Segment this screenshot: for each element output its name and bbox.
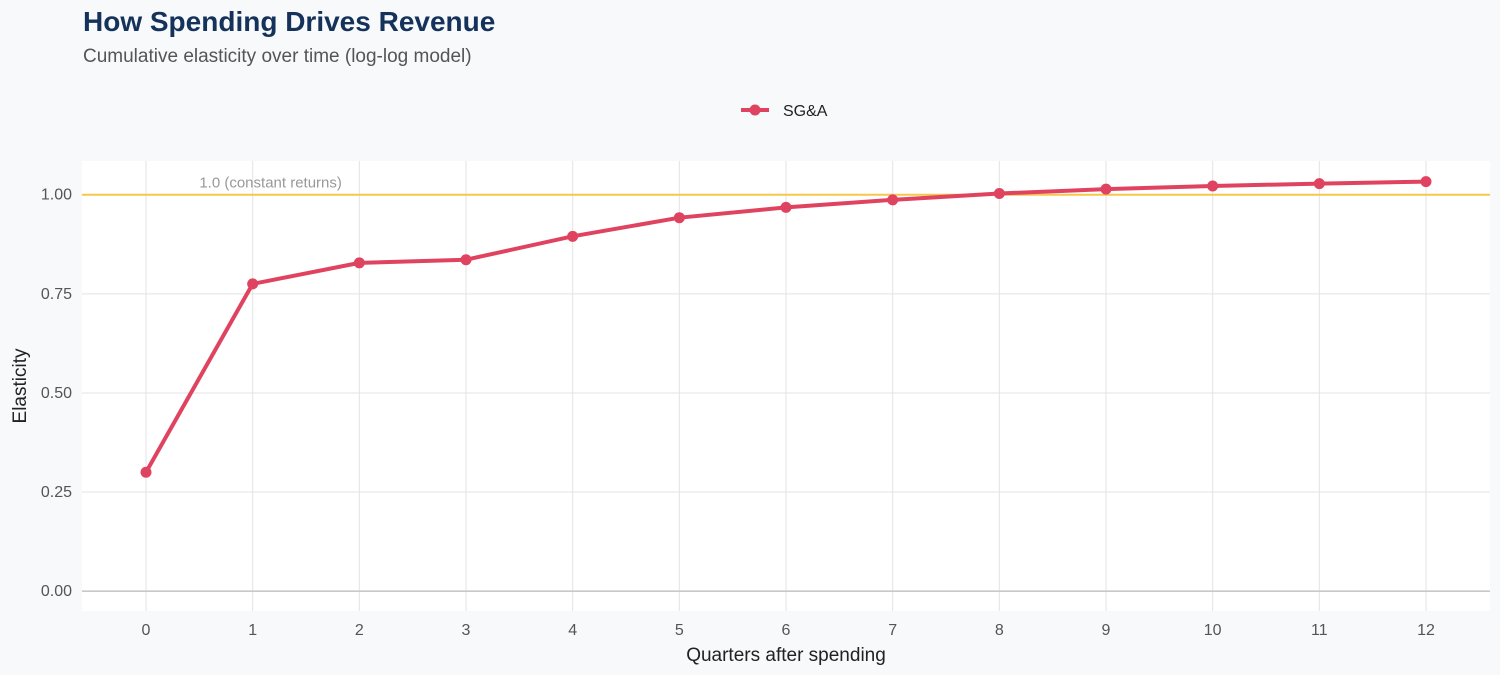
chart-title: How Spending Drives Revenue [83,6,496,37]
y-tick-label: 0.00 [41,583,72,600]
x-tick-label: 10 [1204,622,1222,639]
x-tick-label: 2 [355,622,364,639]
y-tick-label: 1.00 [41,187,72,204]
series-sga [140,176,1432,478]
data-point-5 [673,212,685,224]
x-tick-label: 11 [1311,622,1328,639]
x-tick-label: 12 [1417,622,1435,639]
data-point-7 [887,194,899,206]
data-point-3 [460,254,472,266]
data-point-4 [567,230,579,242]
y-tick-label: 0.25 [41,484,72,501]
y-tick-label: 0.50 [41,385,72,402]
data-point-12 [1420,176,1432,188]
x-tick-label: 7 [888,622,897,639]
data-point-2 [353,257,365,269]
y-axis-tick-labels: 0.00 0.25 0.50 0.75 1.00 [41,187,72,600]
reference-line-label: 1.0 (constant returns) [199,175,342,192]
vertical-gridlines [145,161,1427,611]
legend-marker-icon [749,104,761,116]
x-tick-label: 9 [1102,622,1111,639]
data-point-6 [780,201,792,213]
data-point-10 [1207,180,1219,192]
x-axis-title: Quarters after spending [686,645,886,666]
legend: SG&A [741,103,828,120]
legend-label: SG&A [783,103,828,120]
x-tick-label: 0 [142,622,151,639]
x-tick-label: 8 [995,622,1004,639]
data-point-11 [1313,178,1325,190]
x-axis-tick-labels: 0 1 2 3 4 5 6 7 8 9 10 11 12 [142,622,1435,639]
data-point-9 [1100,183,1112,195]
data-point-1 [247,278,259,290]
y-axis-title: Elasticity [10,348,31,423]
y-tick-label: 0.75 [41,286,72,303]
data-point-0 [140,466,152,478]
x-tick-label: 6 [782,622,791,639]
data-point-8 [993,188,1005,200]
x-tick-label: 1 [248,622,257,639]
chart-subtitle: Cumulative elasticity over time (log-log… [83,46,472,67]
x-tick-label: 4 [568,622,577,639]
x-tick-label: 5 [675,622,684,639]
x-tick-label: 3 [462,622,471,639]
